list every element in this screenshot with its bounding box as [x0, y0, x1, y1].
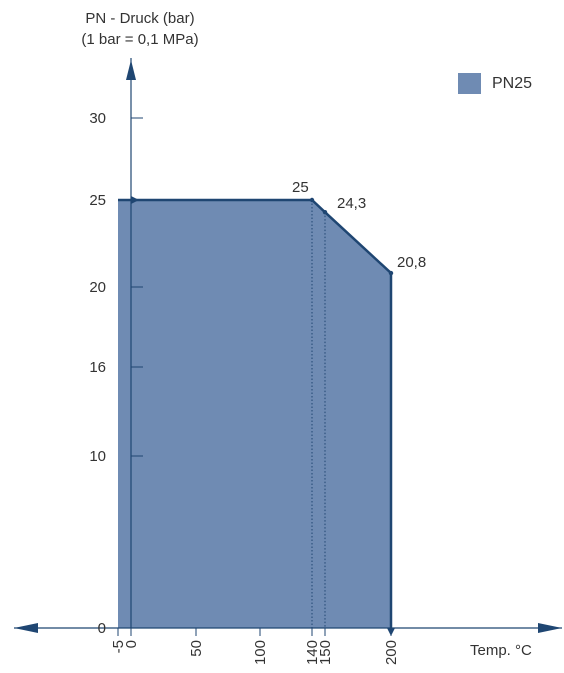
series-area-pn25 [118, 200, 391, 628]
x-tick-label: 150 [317, 640, 334, 665]
x-axis-title: Temp. °C [470, 642, 532, 659]
annotation-label: 20,8 [397, 254, 426, 271]
y-axis-title: PN - Druck (bar) (1 bar = 0,1 MPa) [40, 8, 240, 50]
y-tick-label: 20 [89, 279, 106, 296]
legend-label: PN25 [492, 74, 533, 92]
x-tick-label: 50 [188, 640, 205, 657]
y-axis-title-line2: (1 bar = 0,1 MPa) [81, 31, 199, 48]
y-axis-arrowhead [126, 60, 136, 80]
x-tick-label: 200 [383, 640, 400, 665]
x-axis-left-arrowhead [14, 623, 38, 633]
y-tick-label: 0 [98, 620, 106, 637]
legend-swatch [458, 73, 481, 94]
annotation-label: 24,3 [337, 195, 366, 212]
y-tick-label: 16 [89, 359, 106, 376]
x-tick-label: 100 [252, 640, 269, 665]
point-marker-200 [388, 270, 394, 276]
point-marker-140 [309, 197, 315, 203]
x-tick-label: 0 [123, 640, 140, 648]
annotation-label: 25 [292, 179, 309, 196]
y-tick-label: 30 [89, 110, 106, 127]
legend: PN25 [458, 73, 532, 94]
x-axis-right-arrowhead [538, 623, 562, 633]
y-tick-label: 10 [89, 448, 106, 465]
x-tick-label: 140 [304, 640, 321, 665]
y-tick-label: 25 [89, 192, 106, 209]
y-axis-title-line1: PN - Druck (bar) [85, 10, 195, 27]
series-outline-pn25 [118, 198, 393, 628]
x-tick-label: -5 [110, 640, 127, 653]
point-marker-150 [322, 209, 328, 215]
